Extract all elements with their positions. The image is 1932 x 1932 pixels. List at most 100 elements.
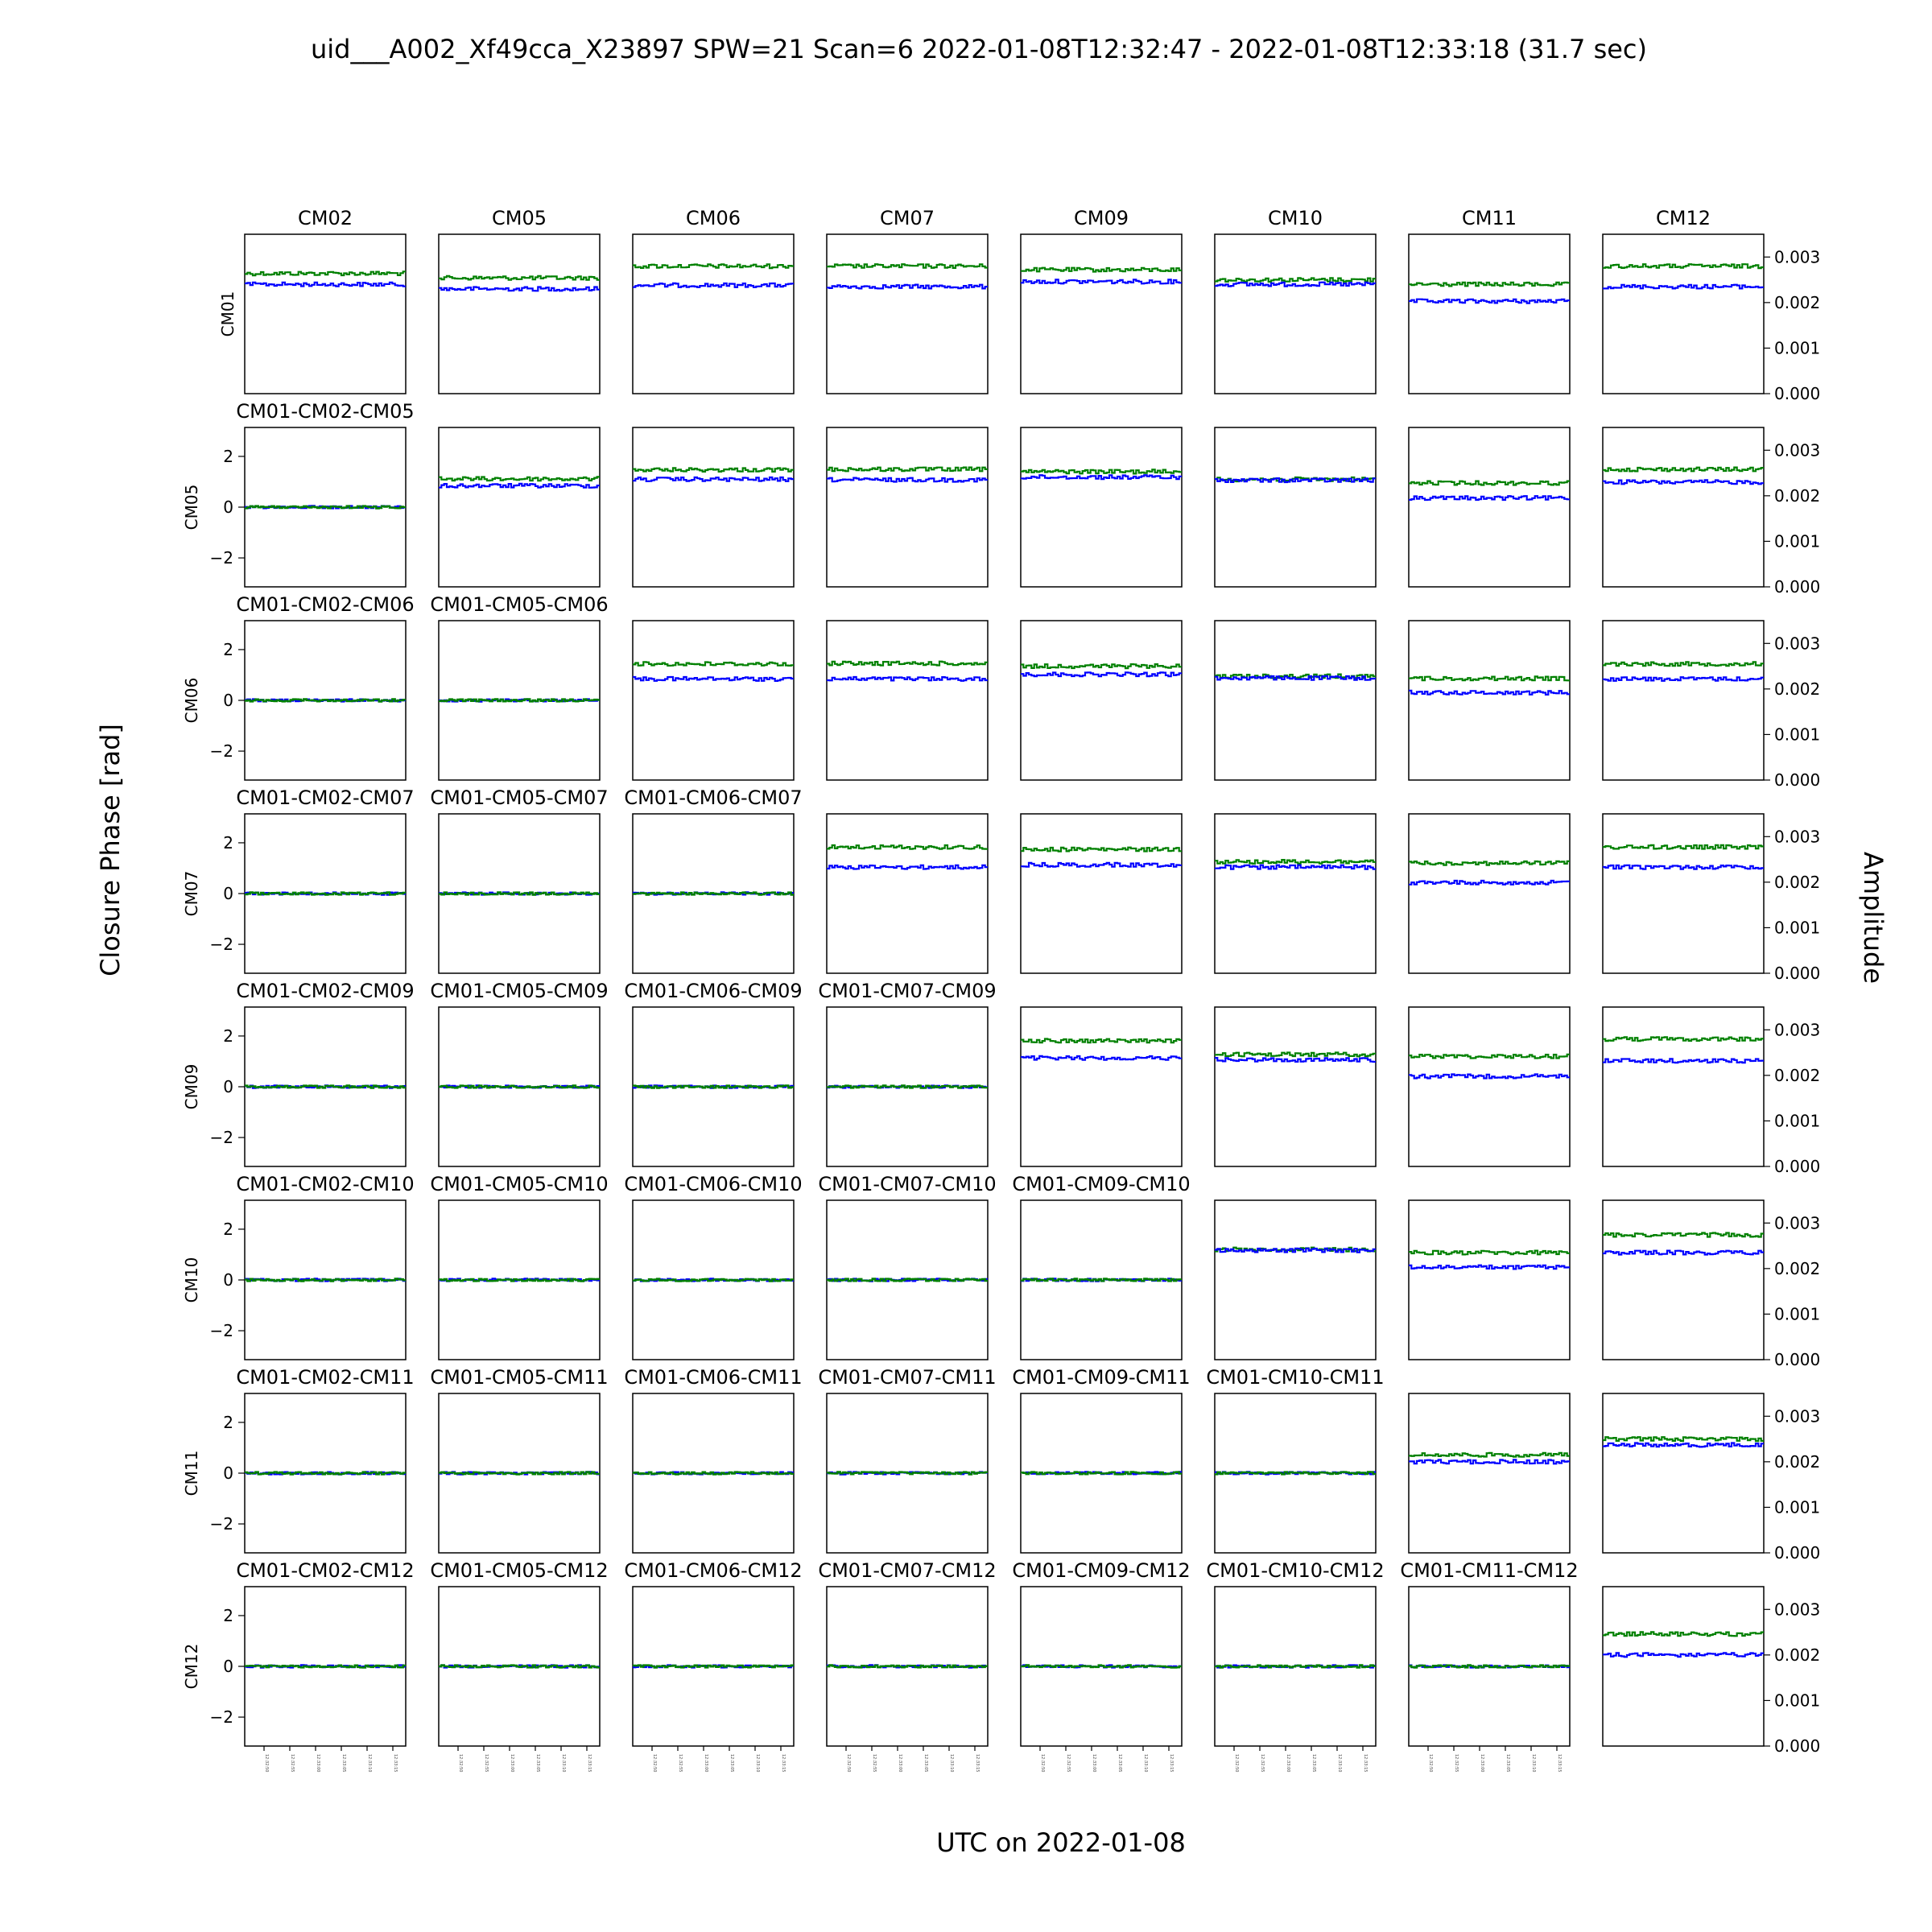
amplitude-tick-label: 0.001	[1774, 531, 1820, 551]
amplitude-series-blue	[633, 476, 794, 482]
phase-axis-cm09: 2 0 −2	[210, 1026, 245, 1147]
closure-phase-series-green	[1021, 1471, 1182, 1476]
figure-y-label-right: Amplitude	[1858, 852, 1889, 984]
amplitude-panel-cm05-cm10	[1214, 427, 1377, 588]
time-tick-label: 12:33:10	[1337, 1754, 1342, 1772]
closure-phase-panel-title: CM01-CM07-CM10	[818, 1173, 996, 1195]
amplitude-series-blue	[1603, 283, 1764, 290]
amplitude-tick-label: 0.003	[1774, 827, 1820, 846]
closure-phase-panel-title: CM01-CM05-CM10	[430, 1173, 608, 1195]
amplitude-series-blue	[1603, 1652, 1764, 1658]
closure-phase-series-green	[827, 1278, 988, 1282]
closure-phase-panel-title: CM01-CM05-CM07	[430, 786, 608, 809]
time-tick-label: 12:33:05	[1505, 1754, 1510, 1772]
amplitude-series-green	[1021, 663, 1182, 670]
amplitude-series-blue	[1409, 1264, 1570, 1270]
time-tick-label: 12:33:00	[316, 1754, 320, 1772]
amplitude-tick-label: 0.000	[1774, 770, 1820, 790]
phase-tick-label: 0	[223, 884, 233, 903]
closure-phase-series-green	[633, 1471, 794, 1476]
closure-phase-panel-title: CM01-CM06-CM09	[624, 980, 802, 1002]
amplitude-series-green	[827, 466, 988, 473]
row-label-cm10: CM10	[182, 1257, 201, 1303]
amplitude-series-blue	[1021, 671, 1182, 678]
amplitude-panel-cm05-cm06	[632, 427, 795, 588]
amplitude-series-blue	[1603, 1442, 1764, 1448]
amplitude-axis-cm06: 0.000 0.001 0.002 0.003	[1764, 634, 1820, 790]
amplitude-tick-label: 0.003	[1774, 1406, 1820, 1426]
amplitude-series-green	[439, 476, 600, 482]
closure-phase-series-green	[1409, 1664, 1570, 1669]
closure-phase-series-green	[1021, 1664, 1182, 1669]
amplitude-series-blue	[827, 864, 988, 870]
amplitude-series-green	[1409, 675, 1570, 682]
closure-phase-panel-title: CM01-CM09-CM11	[1012, 1366, 1190, 1389]
amplitude-panel-cm06-cm09	[1020, 620, 1183, 781]
amplitude-panel-cm05-cm05	[438, 427, 601, 588]
closure-phase-panel-title: CM01-CM11-CM12	[1400, 1559, 1578, 1582]
amplitude-series-green	[633, 263, 794, 270]
closure-phase-panel-title: CM01-CM05-CM12	[430, 1559, 608, 1582]
amplitude-panel-cm07-cm09	[1020, 813, 1183, 974]
closure-phase-panel-title: CM01-CM07-CM12	[818, 1559, 996, 1582]
closure-phase-series-green	[633, 891, 794, 896]
amplitude-series-blue	[1215, 281, 1376, 287]
time-tick-label: 12:32:55	[678, 1754, 683, 1772]
closure-phase-panel-cm01-cm05-cm07: CM01-CM05-CM07	[430, 786, 609, 974]
amplitude-panel-cm10-cm11	[1408, 1199, 1571, 1360]
amplitude-panel-cm05-cm07	[826, 427, 989, 588]
row-label-cm01: CM01	[218, 291, 237, 337]
time-tick-label: 12:33:00	[1286, 1754, 1290, 1772]
amplitude-series-blue	[245, 281, 406, 287]
phase-axis-cm11: 2 0 −2	[210, 1413, 245, 1534]
amplitude-tick-label: 0.003	[1774, 247, 1820, 266]
phase-tick-label: 0	[223, 691, 233, 710]
closure-phase-series-green	[245, 1084, 406, 1089]
amplitude-tick-label: 0.001	[1774, 1304, 1820, 1323]
amplitude-series-green	[827, 844, 988, 850]
amplitude-tick-label: 0.000	[1774, 384, 1820, 403]
amplitude-series-blue	[633, 282, 794, 288]
amplitude-tick-label: 0.001	[1774, 724, 1820, 744]
amplitude-tick-label: 0.003	[1774, 1600, 1820, 1619]
amplitude-series-green	[1409, 281, 1570, 287]
amplitude-series-blue	[1603, 1249, 1764, 1256]
amplitude-panel-cm05-cm09	[1020, 427, 1183, 588]
phase-tick-label: −2	[210, 1128, 233, 1147]
phase-tick-label: 2	[223, 1606, 233, 1625]
time-tick-label: 12:33:05	[535, 1754, 540, 1772]
time-tick-label: 12:33:10	[1143, 1754, 1148, 1772]
amplitude-series-blue	[1215, 1057, 1376, 1063]
amplitude-tick-label: 0.002	[1774, 1452, 1820, 1472]
phase-tick-label: 0	[223, 1270, 233, 1290]
column-label-cm06: CM06	[686, 207, 741, 229]
amplitude-series-blue	[439, 482, 600, 489]
time-tick-label: 12:32:50	[1234, 1754, 1239, 1772]
amplitude-tick-label: 0.002	[1774, 1066, 1820, 1085]
amplitude-series-blue	[1409, 879, 1570, 886]
closure-phase-panel-cm01-cm05-cm09: CM01-CM05-CM09	[430, 980, 609, 1167]
time-axis-cm11: 12:32:50 12:32:55 12:33:00 12:33:05 12:33:10…	[1427, 1746, 1562, 1772]
amplitude-series-green	[1021, 1038, 1182, 1044]
closure-phase-panel-title: CM01-CM09-CM12	[1012, 1559, 1190, 1582]
time-tick-label: 12:33:15	[1557, 1754, 1562, 1772]
row-label-cm12: CM12	[182, 1644, 201, 1690]
amplitude-panel-cm09-cm10	[1214, 1006, 1377, 1167]
amplitude-series-green	[1603, 263, 1764, 270]
closure-phase-panel-cm01-cm07-cm11: CM01-CM07-CM11	[818, 1366, 997, 1554]
closure-phase-series-green	[1215, 1664, 1376, 1669]
amplitude-panel-cm11-cm11	[1408, 1393, 1571, 1554]
closure-phase-panel-cm01-cm10-cm11: CM01-CM10-CM11	[1206, 1366, 1385, 1554]
closure-phase-panel-title: CM01-CM05-CM11	[430, 1366, 608, 1389]
amplitude-tick-label: 0.000	[1774, 964, 1820, 983]
time-tick-label: 12:32:50	[1040, 1754, 1045, 1772]
closure-phase-series-green	[245, 1278, 406, 1282]
amplitude-series-blue	[1409, 1073, 1570, 1080]
amplitude-tick-label: 0.000	[1774, 1736, 1820, 1756]
time-tick-label: 12:33:00	[510, 1754, 514, 1772]
closure-phase-panel-title: CM01-CM10-CM11	[1206, 1366, 1384, 1389]
time-tick-label: 12:33:05	[923, 1754, 928, 1772]
column-label-cm10: CM10	[1268, 207, 1323, 229]
column-label-cm11: CM11	[1462, 207, 1517, 229]
closure-phase-panel-cm01-cm09-cm10: CM01-CM09-CM10	[1012, 1173, 1191, 1360]
